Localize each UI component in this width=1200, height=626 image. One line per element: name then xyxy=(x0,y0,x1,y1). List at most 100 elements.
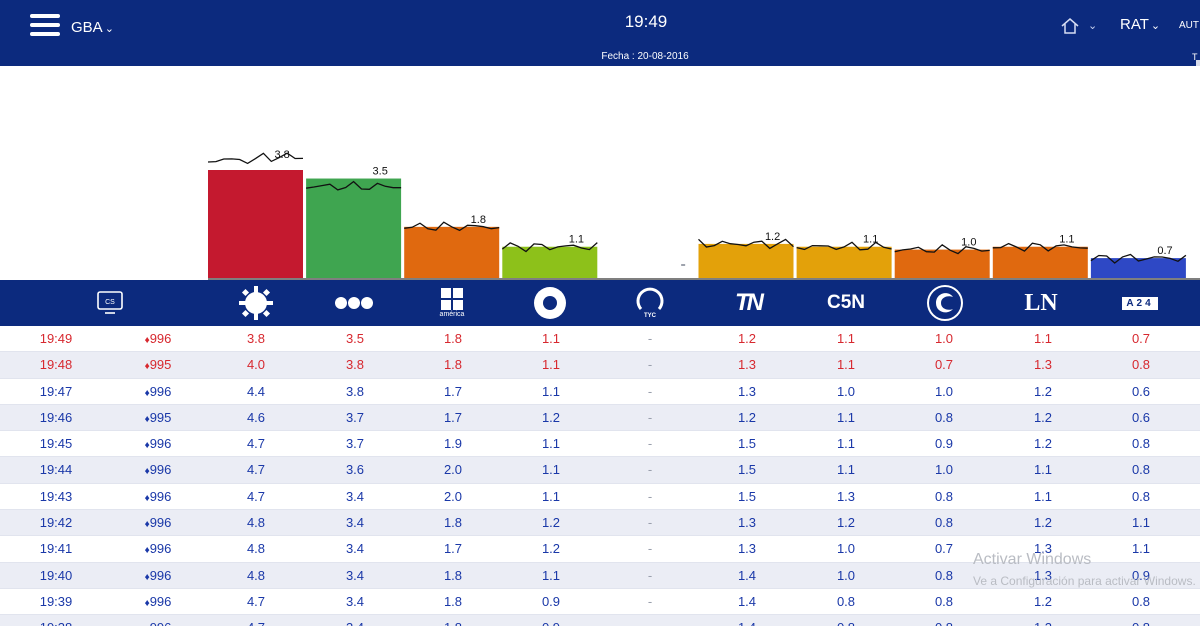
table-row[interactable]: 19:44 ♦996 4.7 3.6 2.0 1.1 - 1.5 1.1 1.0 1.1 0.8 xyxy=(0,457,1200,484)
household-icon: ♦ xyxy=(145,624,150,626)
rating-cell: 3.6 xyxy=(345,462,365,478)
rating-cell: 0.9 xyxy=(521,615,581,626)
rating-cell: 3.4 xyxy=(345,593,365,609)
date-label: Fecha : 20-08-2016 xyxy=(601,51,689,62)
rating-cell: 3.8 xyxy=(345,357,365,373)
rating-cell: 1.2 xyxy=(1033,436,1053,452)
chart-trend-line xyxy=(894,243,990,255)
households-value: 996 xyxy=(149,567,172,583)
households-value: 996 xyxy=(149,488,172,504)
rating-cell: 1.8 xyxy=(443,357,463,373)
chart-bar xyxy=(208,170,303,278)
household-icon: ♦ xyxy=(144,440,150,452)
rating-cell: 1.5 xyxy=(737,436,757,452)
rating-cell: 3.7 xyxy=(345,409,365,425)
table-row[interactable]: 19:45 ♦996 4.7 3.7 1.9 1.1 - 1.5 1.1 0.9 1.2 0.8 xyxy=(0,431,1200,459)
rating-cell: 1.0 xyxy=(836,383,856,399)
rating-cell: 1.2 xyxy=(1033,515,1053,531)
america-logo-icon[interactable]: américa xyxy=(432,280,472,326)
households-value: 996 xyxy=(149,515,172,531)
rating-cell: 1.7 xyxy=(443,541,463,557)
table-row[interactable]: 19:38 ♦996 4.7 3.4 1.8 0.9 - 1.4 0.8 0.8 1.2 0.8 xyxy=(0,615,1200,626)
rating-cell: - xyxy=(647,593,653,609)
rating-cell: 1.1 xyxy=(836,462,856,478)
rating-cell: 3.8 xyxy=(246,331,266,346)
rating-cell: 4.7 xyxy=(246,462,266,478)
tv-screen-icon[interactable]: CS xyxy=(90,280,130,326)
rating-cell: 0.7 xyxy=(934,541,954,557)
chart-trend-line xyxy=(306,180,402,191)
c5n-logo-icon[interactable]: C5N xyxy=(826,292,865,313)
table-row[interactable]: 19:47 ♦996 4.4 3.8 1.7 1.1 - 1.3 1.0 1.0 1.2 0.6 xyxy=(0,378,1200,405)
time-cell: 19:48 xyxy=(39,357,73,373)
rating-cell: 1.8 xyxy=(443,331,463,346)
rating-cell: 3.5 xyxy=(345,331,365,346)
table-row[interactable]: 19:40 ♦996 4.8 3.4 1.8 1.1 - 1.4 1.0 0.8 1.3 0.9 xyxy=(0,562,1200,589)
table-row[interactable]: 19:39 ♦996 4.7 3.4 1.8 0.9 - 1.4 0.8 0.8 1.2 0.8 xyxy=(0,588,1200,616)
rating-cell: 0.9 xyxy=(1131,567,1151,583)
households-value: 996 xyxy=(150,620,172,626)
cronica-logo-icon[interactable] xyxy=(923,280,967,326)
metric-selector[interactable]: RAT ⌄ xyxy=(1120,16,1160,33)
table-row[interactable]: 19:42 ♦996 4.8 3.4 1.8 1.2 - 1.3 1.2 0.8 1.2 1.1 xyxy=(0,510,1200,537)
rating-cell: 1.3 xyxy=(1033,567,1053,583)
households-value: 996 xyxy=(149,436,172,452)
table-row[interactable]: 19:48 ♦995 4.0 3.8 1.8 1.1 - 1.3 1.1 0.7 1.3 0.8 xyxy=(0,352,1200,379)
household-icon: ♦ xyxy=(144,492,150,504)
table-row[interactable]: 19:46 ♦995 4.6 3.7 1.7 1.2 - 1.2 1.1 0.8 1.2 0.6 xyxy=(0,404,1200,432)
rating-chart-svg: 3.8 3.5 1.8 1.1 1.2 1.1 1.0 1.1 0.7 xyxy=(207,149,1200,280)
windows-activation-subtitle: Ve a Configuración para activar Windows. xyxy=(973,574,1196,588)
rating-cell: - xyxy=(647,409,653,425)
hamburger-menu-icon[interactable] xyxy=(30,14,60,38)
chart-trend-line xyxy=(992,242,1088,252)
windows-activation-title: Activar Windows xyxy=(973,551,1092,568)
rating-cell: 4.0 xyxy=(246,357,266,373)
rating-cell: 0.8 xyxy=(836,593,856,609)
rating-cell: 0.8 xyxy=(1131,488,1151,504)
chart-bar xyxy=(404,226,500,278)
rating-cell: 1.8 xyxy=(443,593,463,609)
rating-cell: 4.8 xyxy=(246,567,266,583)
tn-logo-icon[interactable]: TN xyxy=(735,289,764,316)
scroll-indicator[interactable] xyxy=(1196,60,1200,68)
household-icon: ♦ xyxy=(144,361,150,373)
tyc-logo-icon[interactable]: TYC xyxy=(630,280,670,326)
rating-cell: 4.7 xyxy=(246,488,266,504)
ratings-table: 19:49 ♦996 3.8 3.5 1.8 1.1-1.2 1.1 1.0 1.1 0.7 19:… xyxy=(0,326,1200,626)
rating-cell: 1.0 xyxy=(934,331,954,346)
rating-cell: 1.8 xyxy=(423,615,483,626)
rating-cell: 1.1 xyxy=(1131,541,1151,557)
rating-cell: 1.1 xyxy=(1033,488,1053,504)
time-cell: 19:40 xyxy=(39,567,73,583)
rating-cell: 1.1 xyxy=(836,357,856,373)
chart-data-label: 3.8 xyxy=(274,149,289,161)
rating-cell: 0.8 xyxy=(1131,357,1151,373)
rating-cell: - xyxy=(647,436,653,452)
households-cell: ♦996 xyxy=(128,431,188,459)
home-button[interactable]: ⌄ xyxy=(1060,16,1100,38)
table-row[interactable]: 19:41 ♦996 4.8 3.4 1.7 1.2 - 1.3 1.0 0.7 1.3 1.1 xyxy=(0,536,1200,563)
rating-cell: 1.5 xyxy=(737,488,757,504)
rating-cell: 1.2 xyxy=(1033,409,1053,425)
chart-data-label: 3.5 xyxy=(373,166,388,178)
rating-cell: 1.2 xyxy=(1033,593,1053,609)
rating-cell: 1.1 xyxy=(1131,515,1151,531)
rating-cell: 1.3 xyxy=(836,488,856,504)
table-row[interactable]: 19:43 ♦996 4.7 3.4 2.0 1.1 - 1.5 1.3 0.8 1.1 0.8 xyxy=(0,483,1200,511)
rating-cell: 1.3 xyxy=(1033,541,1053,557)
ln-logo-icon[interactable]: LN xyxy=(1024,289,1058,316)
rating-cell: 0.9 xyxy=(934,436,954,452)
a24-logo-icon[interactable]: A24 xyxy=(1118,280,1162,326)
rating-cell: 0.7 xyxy=(934,357,954,373)
eltrece-logo-icon[interactable] xyxy=(334,280,374,326)
region-selector[interactable]: GBA ⌄ xyxy=(71,19,114,36)
time-cell: 19:44 xyxy=(39,462,73,478)
rating-cell: 3.4 xyxy=(345,541,365,557)
chart-data-label: 0.7 xyxy=(1157,245,1172,257)
tvpublica-logo-icon[interactable] xyxy=(530,280,570,326)
rating-cell: 1.7 xyxy=(443,409,463,425)
household-icon: ♦ xyxy=(144,545,150,557)
table-row[interactable]: 19:49 ♦996 3.8 3.5 1.8 1.1 - 1.2 1.1 1.0 1.1 0.7 xyxy=(0,326,1200,353)
households-value: 995 xyxy=(149,357,172,373)
telefe-logo-icon[interactable] xyxy=(236,280,276,326)
